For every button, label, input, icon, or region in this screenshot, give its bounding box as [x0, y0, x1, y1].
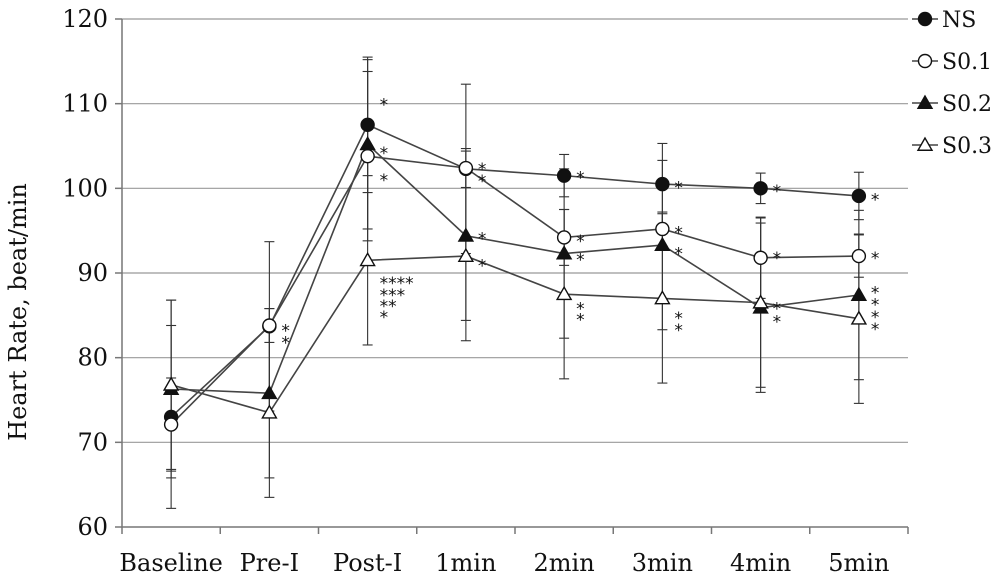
x-tick-label-4min: 4min: [730, 549, 791, 577]
series-line-S0.1: [170, 155, 859, 426]
significance-mark-9: *: [478, 160, 487, 180]
significance-mark-28: *: [871, 249, 880, 269]
marker-S0.3-4min: [752, 294, 769, 309]
significance-mark-17: *: [576, 311, 585, 331]
significance-mark-4: ***: [380, 286, 406, 306]
marker-S0.2-1min: [457, 227, 475, 242]
x-tick-label-5min: 5min: [828, 549, 889, 577]
y-axis-title: Heart Rate, beat/min: [4, 183, 32, 441]
significance-mark-14: *: [576, 232, 585, 252]
significance-mark-3: ****: [380, 274, 414, 294]
significance-mark-12: *: [478, 256, 487, 276]
marker-NS-3min: [655, 176, 670, 192]
legend-marker-S0.1: [917, 53, 933, 69]
significance-mark-7: *: [281, 322, 290, 342]
legend-marker-S0.2: [916, 94, 934, 109]
marker-NS-4min: [753, 181, 768, 196]
significance-mark-11: *: [478, 229, 487, 249]
significance-mark-0: *: [380, 96, 389, 116]
significance-mark-30: *: [871, 295, 880, 315]
series-line-S0.3: [170, 255, 860, 414]
significance-mark-26: *: [773, 312, 782, 332]
marker-S0.3-3min: [654, 289, 671, 305]
significance-mark-1: *: [380, 144, 389, 164]
y-tick-label-90: 90: [77, 259, 108, 287]
x-tick-label-Pre-I: Pre-I: [240, 549, 299, 577]
axes: [115, 18, 909, 534]
significance-mark-5: **: [380, 297, 397, 317]
legend-marker-S0.3: [916, 136, 934, 151]
marker-S0.1-Post-I: [360, 148, 375, 164]
significance-mark-24: *: [773, 249, 782, 269]
significance-mark-27: *: [871, 190, 880, 210]
series-line-NS: [170, 123, 859, 418]
significance-mark-22: *: [674, 321, 683, 341]
legend-label-NS: NS: [942, 8, 976, 33]
series-line-S0.2: [171, 142, 859, 395]
significance-mark-16: *: [576, 300, 585, 320]
x-tick-label-Baseline: Baseline: [119, 549, 222, 577]
significance-mark-23: *: [773, 182, 782, 202]
marker-S0.2-5min: [850, 286, 868, 301]
y-tick-label-60: 60: [77, 513, 108, 541]
y-tick-label-100: 100: [62, 174, 108, 202]
error-bars: [166, 56, 864, 509]
legend-label-S0.1: S0.1: [942, 50, 992, 75]
significance-mark-6: *: [380, 308, 389, 328]
y-tick-label-120: 120: [62, 5, 108, 33]
marker-S0.1-2min: [556, 230, 572, 245]
y-tick-labels: 60 70 80 90 100 110 120: [62, 5, 108, 541]
marker-S0.2-3min: [654, 236, 671, 252]
grid-lines: [122, 18, 908, 443]
significance-mark-21: *: [674, 309, 683, 329]
marker-NS-Post-I: [360, 117, 375, 133]
marker-S0.1-1min: [458, 160, 474, 176]
y-tick-label-110: 110: [62, 90, 108, 118]
series-markers: [162, 117, 868, 432]
significance-mark-10: *: [478, 172, 487, 192]
x-tick-labels: Baseline Pre-I Post-I 1min 2min 3min 4min 5min: [119, 549, 889, 577]
significance-mark-2: *: [380, 171, 389, 191]
marker-S0.2-Post-I: [359, 135, 376, 151]
x-tick-label-1min: 1min: [435, 549, 496, 577]
significance-mark-8: *: [281, 334, 290, 354]
y-tick-label-70: 70: [77, 428, 108, 456]
significance-annotations: ***************************************: [281, 96, 879, 354]
marker-S0.3-Baseline: [162, 376, 180, 391]
significance-mark-13: *: [576, 168, 585, 188]
marker-NS-2min: [556, 168, 572, 183]
marker-S0.2-2min: [555, 245, 573, 260]
marker-S0.1-3min: [655, 221, 670, 237]
significance-mark-19: *: [674, 223, 683, 243]
series-lines: [170, 123, 860, 426]
marker-S0.1-4min: [753, 250, 768, 265]
marker-S0.2-Pre-I: [261, 384, 278, 400]
legend-label-S0.2: S0.2: [942, 92, 992, 117]
significance-mark-29: *: [871, 284, 880, 304]
significance-mark-18: *: [674, 179, 683, 199]
legend-marker-NS: [917, 11, 933, 27]
x-tick-label-Post-I: Post-I: [333, 549, 402, 577]
x-tick-label-3min: 3min: [632, 549, 693, 577]
marker-S0.3-2min: [555, 285, 573, 301]
marker-S0.1-5min: [851, 248, 867, 264]
significance-mark-20: *: [674, 245, 683, 265]
significance-mark-31: *: [871, 308, 880, 328]
legend: NS S0.1 S0.2 S0.3: [912, 8, 992, 159]
marker-NS-5min: [851, 188, 867, 204]
marker-S0.1-Baseline: [163, 417, 179, 432]
marker-S0.3-Pre-I: [261, 404, 278, 419]
x-tick-label-2min: 2min: [534, 549, 595, 577]
marker-S0.1-Pre-I: [262, 318, 277, 333]
marker-S0.3-5min: [850, 310, 868, 325]
legend-label-S0.3: S0.3: [942, 134, 992, 159]
significance-mark-25: *: [773, 300, 782, 320]
y-tick-label-80: 80: [77, 344, 108, 372]
marker-S0.3-Post-I: [359, 251, 376, 267]
marker-S0.3-1min: [457, 247, 475, 263]
significance-mark-32: *: [871, 320, 880, 340]
significance-mark-15: *: [576, 251, 585, 271]
